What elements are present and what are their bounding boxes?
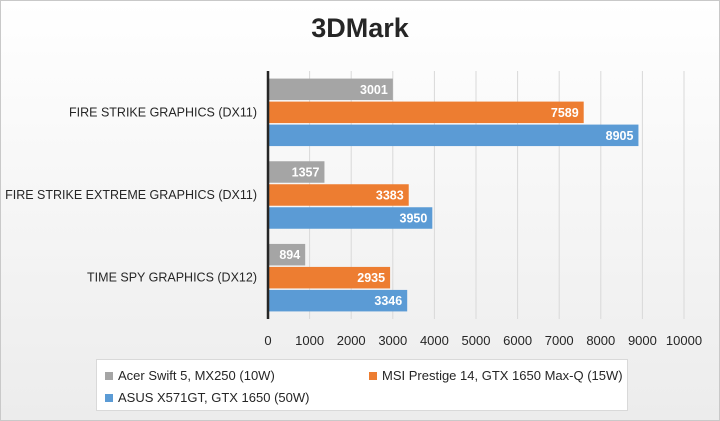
data-label-2-2: 3346 [374, 294, 402, 308]
data-label-0-2: 8905 [606, 129, 634, 143]
x-tick-label-5: 5000 [462, 333, 491, 348]
bar-2-0 [268, 243, 306, 266]
legend-label-0: Acer Swift 5, MX250 (10W) [118, 368, 275, 383]
data-label-2-0: 894 [279, 248, 300, 262]
bar-1-0 [268, 161, 325, 183]
x-tick-label-4: 4000 [420, 333, 449, 348]
legend-label-1: MSI Prestige 14, GTX 1650 Max-Q (15W) [382, 368, 623, 383]
bar-0-1 [268, 101, 584, 124]
bar-1-1 [268, 184, 409, 206]
bar-0-0 [268, 78, 393, 101]
data-label-1-2: 3950 [400, 212, 428, 226]
x-tick-label-0: 0 [264, 333, 271, 348]
category-label-0: FIRE STRIKE GRAPHICS (DX11) [69, 105, 257, 119]
x-tick-label-1: 1000 [295, 333, 324, 348]
legend-swatch-0 [105, 371, 113, 380]
data-label-0-1: 7589 [551, 106, 579, 120]
legend-item-0: Acer Swift 5, MX250 (10W) [105, 368, 275, 383]
category-label-1: FIRE STRIKE EXTREME GRAPHICS (DX11) [5, 188, 257, 202]
data-label-2-1: 2935 [357, 271, 385, 285]
data-label-1-1: 3383 [376, 189, 404, 203]
legend-label-2: ASUS X571GT, GTX 1650 (50W) [118, 390, 310, 405]
x-tick-label-7: 7000 [545, 333, 574, 348]
x-tick-label-10: 10000 [666, 333, 702, 348]
legend-swatch-1 [369, 371, 377, 380]
x-tick-label-6: 6000 [503, 333, 532, 348]
legend-swatch-2 [105, 393, 113, 402]
category-label-2: TIME SPY GRAPHICS (DX12) [87, 271, 257, 285]
bar-2-2 [268, 289, 408, 312]
x-tick-label-2: 2000 [337, 333, 366, 348]
legend-item-1: MSI Prestige 14, GTX 1650 Max-Q (15W) [369, 368, 623, 383]
chart-title: 3DMark [311, 13, 409, 43]
bar-1-2 [268, 207, 433, 229]
x-tick-label-8: 8000 [586, 333, 615, 348]
legend-item-2: ASUS X571GT, GTX 1650 (50W) [105, 390, 309, 405]
x-tick-label-3: 3000 [378, 333, 407, 348]
x-tick-label-9: 9000 [628, 333, 657, 348]
data-label-1-0: 1357 [292, 166, 320, 180]
data-label-0-0: 3001 [360, 83, 388, 97]
chart-legend: Acer Swift 5, MX250 (10W) MSI Prestige 14… [96, 359, 628, 411]
bar-2-1 [268, 266, 391, 289]
bar-0-2 [268, 124, 639, 147]
